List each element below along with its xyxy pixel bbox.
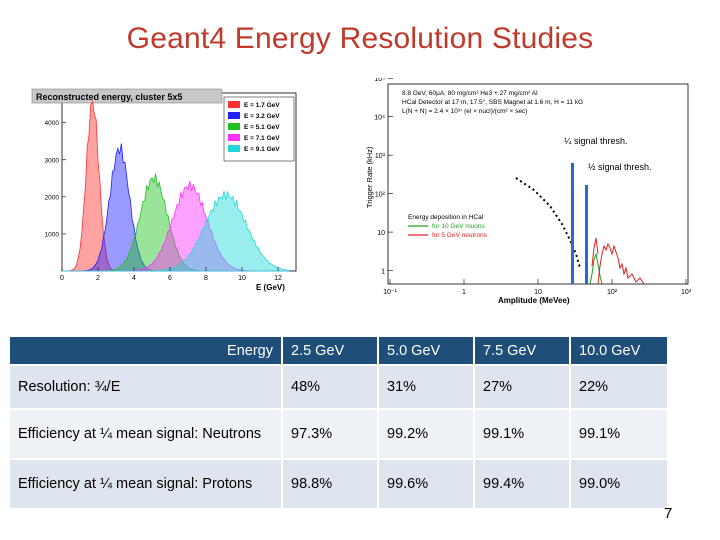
y-tick-label: 1 xyxy=(381,269,385,276)
right-legend-title: Energy deposition in HCal xyxy=(408,214,484,221)
table-row: Resolution: ¾/E 48% 31% 27% 22% xyxy=(10,365,669,410)
amplitude-x-label: Amplitude (MeVee) xyxy=(498,296,570,305)
muon-spectrum-line xyxy=(589,252,603,285)
histogram-title: Reconstructed energy, cluster 5x5 xyxy=(36,92,182,102)
slide-title: Geant4 Energy Resolution Studies xyxy=(126,22,594,55)
energy-header-cell: 7.5 GeV xyxy=(474,337,571,366)
quarter-threshold-bar xyxy=(571,163,574,284)
legend-label: for 5 GeV neutrons xyxy=(432,232,488,239)
energy-header-cell: 10.0 GeV xyxy=(570,337,669,366)
y-tick-label: 10⁵ xyxy=(374,78,385,83)
legend-swatch xyxy=(228,134,240,141)
table-row: Efficiency at ¼ mean signal: Neutrons 97… xyxy=(10,409,669,460)
y-tick-label: 3000 xyxy=(45,157,60,164)
table-row: Efficiency at ¼ mean signal: Protons 98.… xyxy=(10,459,669,510)
x-tick-label: 10⁻¹ xyxy=(383,289,397,296)
half-threshold-bar xyxy=(585,185,588,284)
table-cell: 99.0% xyxy=(570,459,669,510)
energy-header-cell: 5.0 GeV xyxy=(378,337,475,366)
results-table: Energy 2.5 GeV 5.0 GeV 7.5 GeV 10.0 GeV … xyxy=(10,337,669,510)
table-cell: 48% xyxy=(282,365,379,410)
neutron-spectrum-line xyxy=(597,242,645,285)
table-cell: 97.3% xyxy=(282,409,379,460)
table-cell: 98.8% xyxy=(282,459,379,510)
table-cell: 99.4% xyxy=(474,459,571,510)
legend-swatch xyxy=(228,112,240,119)
legend-label: E = 5.1 GeV xyxy=(244,124,280,131)
legend-label: E = 9.1 GeV xyxy=(244,146,280,153)
quarter-threshold-label: ¼ signal thresh. xyxy=(564,136,628,146)
legend-label: E = 7.1 GeV xyxy=(244,135,280,142)
x-tick-label: 2 xyxy=(96,275,100,282)
table-cell: 99.1% xyxy=(570,409,669,460)
histogram-x-label: E (GeV) xyxy=(256,283,285,292)
plot-header-line-2: HCal Detector at 17 m, 17.5°, SBS Magnet… xyxy=(402,98,583,106)
row-label: Efficiency at ¼ mean signal: Neutrons xyxy=(10,409,283,460)
x-tick-label: 10 xyxy=(534,289,542,296)
table-cell: 99.6% xyxy=(378,459,475,510)
energy-header-label: Energy xyxy=(10,337,283,366)
trigger-rate-y-label: Trigger Rate (kHz) xyxy=(365,146,374,208)
legend-label: E = 1.7 GeV xyxy=(244,102,280,109)
legend-swatch xyxy=(228,123,240,130)
x-tick-label: 8 xyxy=(204,275,208,282)
plot-header-line-1: 8.8 GeV, 60µA; 80 mg/cm² He3 + 27 mg/cm²… xyxy=(402,90,538,97)
plot-header-line-3: L(N + N) = 2.4 × 10³⁷ (el × nucl)/(cm² ×… xyxy=(402,108,527,115)
x-tick-label: 10² xyxy=(607,289,618,296)
half-threshold-label: ½ signal thresh. xyxy=(588,162,652,172)
table-cell: 31% xyxy=(378,365,475,410)
y-tick-label: 1000 xyxy=(45,231,60,238)
legend-label: E = 3.2 GeV xyxy=(244,113,280,120)
x-tick-label: 12 xyxy=(274,275,282,282)
row-label: Efficiency at ¼ mean signal: Protons xyxy=(10,459,283,510)
y-tick-label: 10³ xyxy=(375,153,386,160)
table-cell: 99.1% xyxy=(474,409,571,460)
histogram-area xyxy=(62,190,290,272)
y-tick-label: 4000 xyxy=(45,120,60,127)
y-tick-label: 10⁴ xyxy=(374,115,385,122)
x-tick-label: 6 xyxy=(168,275,172,282)
legend-label: for 10 GeV muons xyxy=(432,223,485,230)
x-tick-label: 10 xyxy=(238,275,246,282)
x-tick-label: 1 xyxy=(462,289,466,296)
table-header-row: Energy 2.5 GeV 5.0 GeV 7.5 GeV 10.0 GeV xyxy=(10,337,669,366)
table-cell: 22% xyxy=(570,365,669,410)
x-tick-label: 4 xyxy=(132,275,136,282)
legend-swatch xyxy=(228,145,240,152)
trigger-rate-plot: 8.8 GeV, 60µA; 80 mg/cm² He3 + 27 mg/cm²… xyxy=(358,78,696,306)
y-tick-label: 10² xyxy=(375,192,386,199)
trend-dashed-line xyxy=(515,177,581,269)
legend-swatch xyxy=(228,101,240,108)
energy-histogram-plot: Reconstructed energy, cluster 5x5 E = 1.… xyxy=(30,85,308,295)
table-cell: 27% xyxy=(474,365,571,410)
energy-header-cell: 2.5 GeV xyxy=(282,337,379,366)
row-label: Resolution: ¾/E xyxy=(10,365,283,410)
x-tick-label: 10³ xyxy=(681,289,692,296)
x-tick-label: 0 xyxy=(60,275,64,282)
page-number: 7 xyxy=(664,505,673,522)
table-cell: 99.2% xyxy=(378,409,475,460)
y-tick-label: 2000 xyxy=(45,194,60,201)
y-tick-label: 10 xyxy=(377,230,385,237)
